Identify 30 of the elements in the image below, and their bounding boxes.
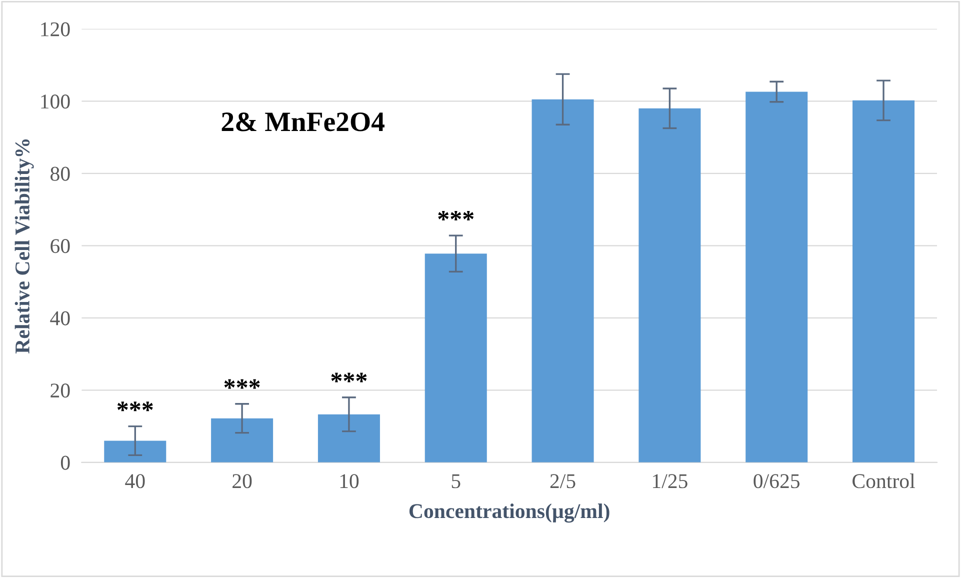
annotation: *** xyxy=(224,379,260,389)
x-tick-label: 20 xyxy=(232,474,252,488)
annotation: 2& MnFe2O4 xyxy=(222,112,384,132)
x-tick-label: 1/25 xyxy=(653,474,688,488)
y-tick-label: 80 xyxy=(50,166,70,181)
bar xyxy=(746,92,808,462)
y-tick-label: 20 xyxy=(50,384,70,398)
annotation: *** xyxy=(438,210,474,220)
bar xyxy=(638,108,701,462)
y-tick-label: 60 xyxy=(50,239,70,254)
x-tick-label: 5 xyxy=(452,474,460,488)
y-tick-label: 100 xyxy=(41,94,70,109)
x-tick-label: 40 xyxy=(125,474,145,488)
annotation: *** xyxy=(331,372,367,382)
x-tick-label: 0/625 xyxy=(754,474,800,488)
bar xyxy=(318,414,380,462)
bar xyxy=(852,100,915,462)
y-tick-label: 0 xyxy=(60,456,70,470)
x-tick-label: 10 xyxy=(340,474,359,488)
y-tick-label: 40 xyxy=(50,311,70,326)
bar xyxy=(104,440,166,462)
bar xyxy=(424,254,487,462)
y-axis-title: Relative Cell Viability% xyxy=(14,139,34,354)
bar xyxy=(532,99,594,462)
x-tick-label: 2/5 xyxy=(550,474,576,488)
x-tick-label: Control xyxy=(852,474,915,488)
x-axis-title: Concentrations(µg/ml) xyxy=(409,504,610,523)
annotation: *** xyxy=(117,402,153,412)
bar xyxy=(211,418,274,462)
y-tick-label: 120 xyxy=(41,22,70,36)
